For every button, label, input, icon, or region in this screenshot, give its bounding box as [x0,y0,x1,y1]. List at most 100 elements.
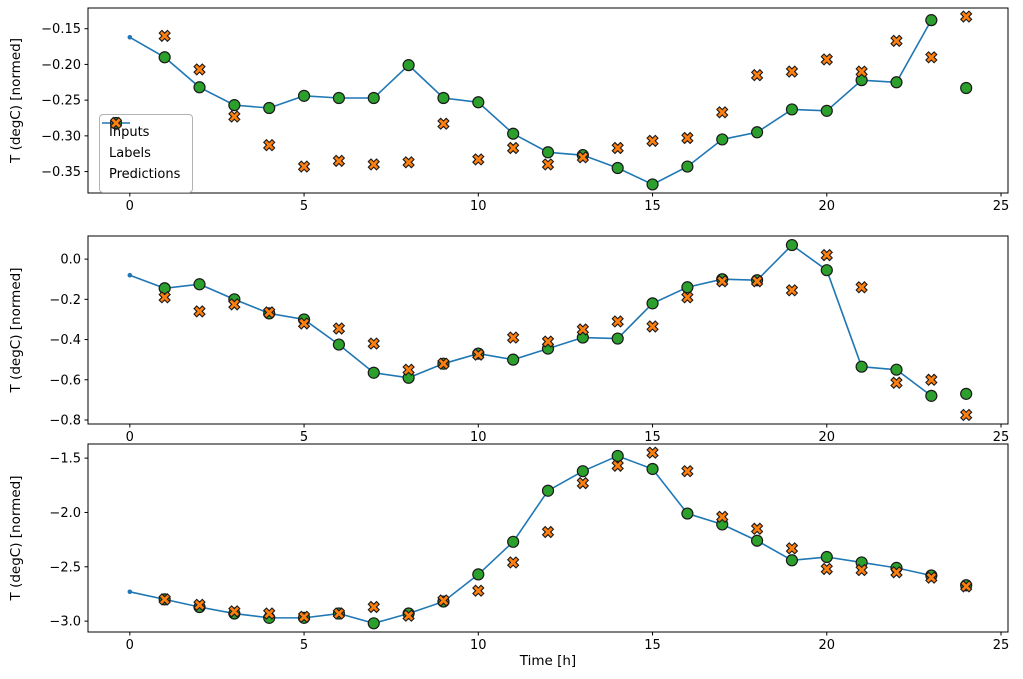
subplot-2: 0 5 10 15 20 25 0.0 −0.2 −0.4 −0.6 −0.8 T (degC) [n… [8,235,1010,445]
labels-marker [890,363,903,376]
predictions-marker [262,607,276,620]
y-tick-label: −0.6 [49,373,81,388]
predictions-marker [576,151,590,164]
predictions-marker [402,609,415,622]
y-tick-label: −0.20 [41,58,81,73]
labels-marker [646,297,659,310]
predictions-marker [332,322,346,335]
labels-marker [820,550,833,564]
labels-marker [681,160,694,173]
legend: Inputs Labels Predictions [99,114,194,193]
x-tick-label: 10 [470,430,487,445]
x-tick-label: 0 [126,199,134,214]
predictions-marker [750,68,764,82]
labels-marker [785,554,799,567]
legend-label-predictions: Predictions [109,167,181,182]
labels-marker [855,360,868,373]
predictions-marker [959,10,973,23]
y-tick-label: −2.0 [49,506,81,521]
predictions-marker [750,275,764,288]
labels-marker [228,99,241,112]
y-axis-label: T (degC) [normed] [8,38,24,164]
labels-marker [785,238,799,252]
predictions-marker [158,291,171,304]
predictions-marker [262,306,276,319]
labels-marker [681,507,694,520]
subplot-3: 0 5 10 15 20 25 −1.5 −2.0 −2.5 −3.0 T (degC) [norm… [8,443,1009,653]
y-tick-label: −1.5 [49,452,81,467]
labels-marker [437,91,450,105]
predictions-marker [611,315,624,328]
predictions-marker [750,522,764,535]
x-tick-label: 15 [644,430,661,445]
labels-marker [472,568,485,581]
predictions-marker [437,357,450,370]
x-tick-label: 15 [644,638,661,653]
y-tick-label: −0.2 [49,293,81,308]
y-tick-label: 0.0 [60,253,81,268]
predictions-marker [262,138,276,152]
labels-marker [297,89,311,102]
predictions-marker [576,323,590,336]
predictions-marker [193,598,206,612]
x-tick-label: 15 [644,199,661,214]
inputs-line [129,455,932,625]
inputs-dot [127,589,133,595]
labels-marker [193,278,206,291]
predictions-marker [576,476,590,490]
predictions-marker [716,275,729,288]
labels-marker [541,484,555,497]
predictions-marker [228,298,241,311]
predictions-marker [681,131,694,145]
inputs-dot [127,34,133,40]
predictions-marker [820,53,834,66]
x-tick-label: 5 [300,430,308,445]
predictions-marker [785,65,799,78]
labels-marker [472,96,485,109]
labels-marker [681,281,694,294]
labels-marker [611,449,624,463]
labels-marker [646,178,659,191]
predictions-marker [297,160,311,173]
labels-marker [611,161,624,175]
y-tick-label: −0.30 [41,129,81,144]
labels-marker [960,387,973,400]
axes-frame [87,443,1009,633]
labels-marker [367,617,380,630]
labels-marker [507,353,520,366]
y-axis-label: T (degC) [normed] [8,476,24,602]
labels-marker [263,101,276,115]
inputs-line [129,19,933,186]
predictions-marker [646,446,659,459]
labels-marker [716,133,729,146]
y-tick-label: −0.25 [41,94,81,109]
labels-marker [332,338,346,351]
predictions-marker [506,331,520,344]
legend-entry-labels: Labels [109,116,180,164]
predictions-marker [541,158,555,171]
x-tick-label: 25 [993,430,1010,445]
labels-marker [576,465,589,478]
predictions-marker [681,291,694,304]
predictions-marker [332,607,346,620]
predictions-marker [855,563,868,577]
predictions-marker [506,556,520,569]
labels-marker [367,366,380,379]
predictions-marker [820,248,834,262]
y-tick-label: −0.35 [41,165,81,180]
labels-marker [158,282,171,295]
labels-marker [507,127,520,140]
predictions-marker [959,580,973,593]
predictions-marker [785,542,799,555]
predictions-marker [193,305,206,318]
labels-marker [820,104,833,117]
labels-marker [890,76,903,89]
predictions-marker [855,281,868,294]
predictions-marker [541,525,555,539]
predictions-marker [158,29,171,43]
x-tick-label: 5 [300,199,308,214]
x-tick-label: 25 [993,199,1010,214]
predictions-marker [158,593,171,606]
